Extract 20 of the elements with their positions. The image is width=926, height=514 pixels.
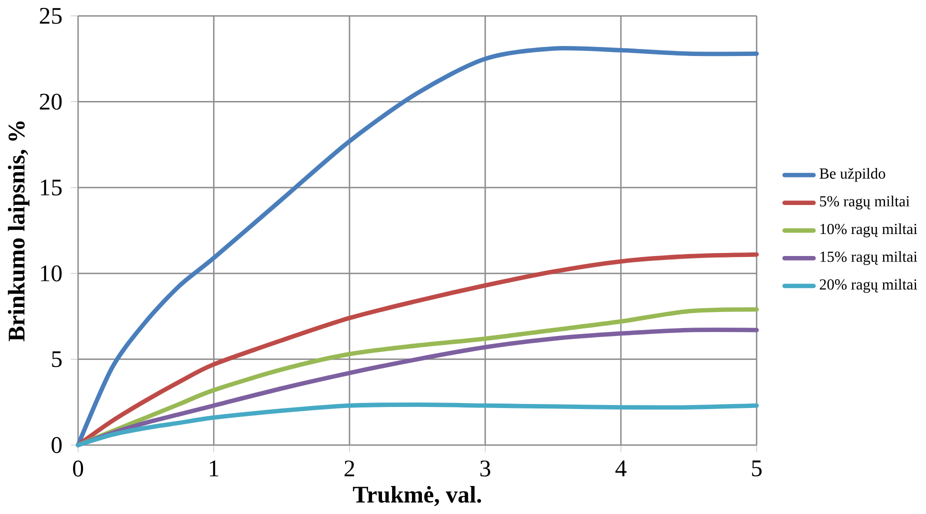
y-tick-label: 10 xyxy=(40,265,62,282)
legend-label: 5% ragų miltai xyxy=(820,196,910,210)
y-tick-label: 25 xyxy=(40,8,62,24)
x-tick-label: 2 xyxy=(344,460,354,476)
y-tick-label: 20 xyxy=(40,94,62,110)
legend-label: 10% ragų miltai xyxy=(820,223,918,238)
x-axis-title: Trukmė, val. xyxy=(352,486,482,506)
x-tick-label: 4 xyxy=(615,460,626,476)
x-tick-label: 1 xyxy=(210,460,218,476)
legend-label: 20% ragų miltai xyxy=(820,278,918,293)
line-series xyxy=(76,402,759,448)
y-axis-title: Brinkumo laipsnis, % xyxy=(8,122,30,342)
x-tick-label: 5 xyxy=(752,460,762,476)
y-tick-label: 15 xyxy=(40,180,62,196)
x-tick-label: 0 xyxy=(73,460,84,477)
legend-label: Be užpildo xyxy=(820,168,886,182)
y-tick-label: 5 xyxy=(52,351,62,368)
x-tick-label: 3 xyxy=(480,460,490,477)
legend-label: 15% ragų miltai xyxy=(820,251,918,266)
y-tick-label: 0 xyxy=(52,437,62,454)
